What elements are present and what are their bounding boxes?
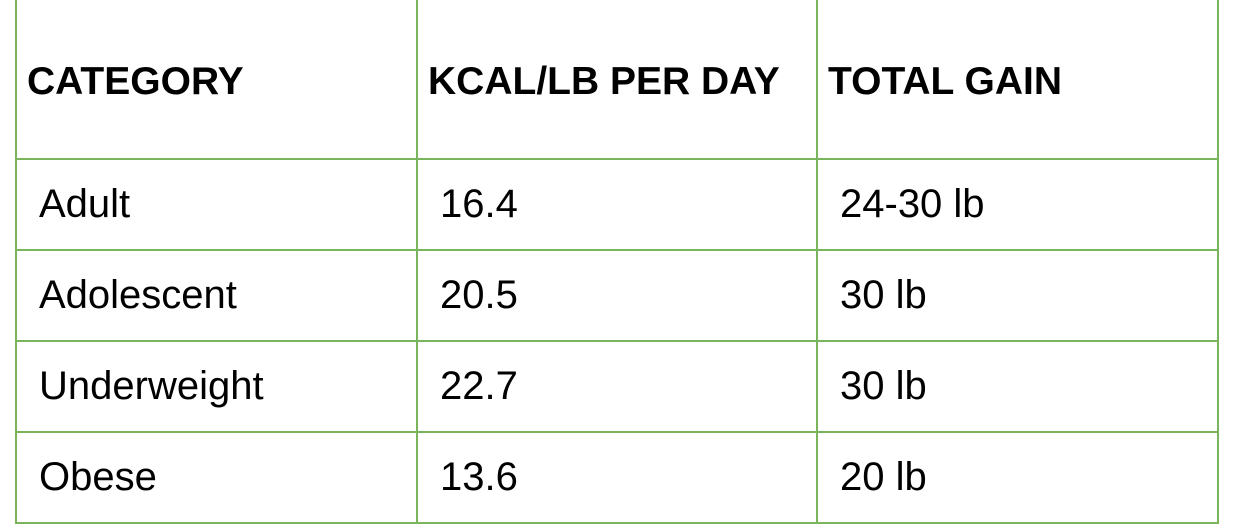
table-body: Adult 16.4 24-30 lb Adolescent 20.5 30 l… [15, 158, 1219, 524]
table-row: Adolescent 20.5 30 lb [15, 249, 1219, 342]
header-row: CATEGORY KCAL/LB PER DAY TOTAL GAIN [15, 0, 1219, 160]
calorie-gain-table: CATEGORY KCAL/LB PER DAY TOTAL GAIN Adul… [15, 0, 1219, 524]
header-total-gain: TOTAL GAIN [816, 0, 1219, 160]
table-row: Underweight 22.7 30 lb [15, 340, 1219, 433]
cell-total-gain: 30 lb [816, 340, 1219, 433]
cell-category: Obese [15, 431, 418, 524]
cell-kcal-per-lb: 16.4 [416, 158, 818, 251]
cell-total-gain: 30 lb [816, 249, 1219, 342]
header-kcal-per-lb: KCAL/LB PER DAY [416, 0, 818, 160]
cell-total-gain: 20 lb [816, 431, 1219, 524]
cell-kcal-per-lb: 13.6 [416, 431, 818, 524]
cell-category: Underweight [15, 340, 418, 433]
cell-category: Adolescent [15, 249, 418, 342]
table-row: Obese 13.6 20 lb [15, 431, 1219, 524]
table-header: CATEGORY KCAL/LB PER DAY TOTAL GAIN [15, 0, 1219, 160]
cell-kcal-per-lb: 20.5 [416, 249, 818, 342]
header-category: CATEGORY [15, 0, 418, 160]
table-row: Adult 16.4 24-30 lb [15, 158, 1219, 251]
cell-kcal-per-lb: 22.7 [416, 340, 818, 433]
cell-category: Adult [15, 158, 418, 251]
cell-total-gain: 24-30 lb [816, 158, 1219, 251]
